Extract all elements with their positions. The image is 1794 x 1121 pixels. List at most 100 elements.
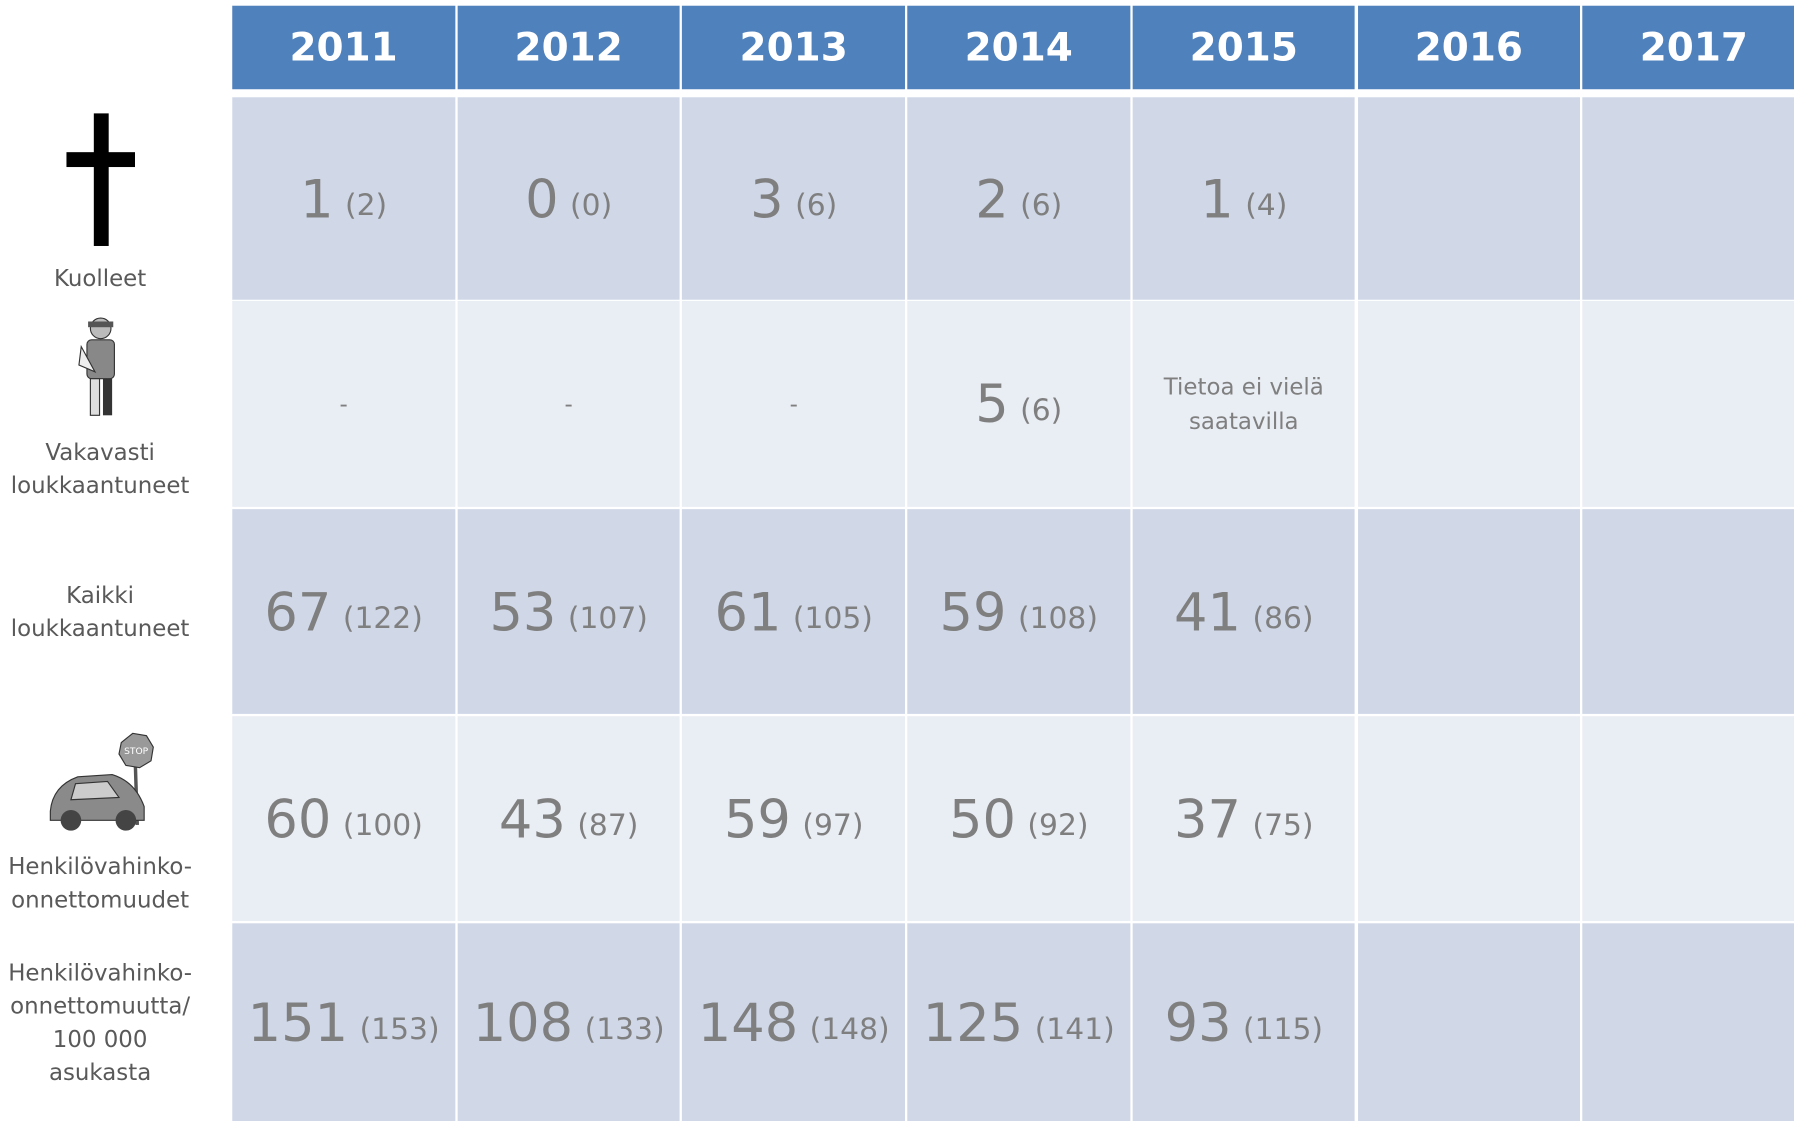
cell-value: 0 — [525, 168, 559, 230]
cell-note: (153) — [360, 1012, 440, 1046]
cell: - — [682, 301, 905, 507]
cell: 93(115) — [1132, 923, 1355, 1121]
cell-value: 37 — [1174, 788, 1241, 850]
cell-value: 1 — [1200, 168, 1234, 230]
row-label: Kuolleet — [0, 122, 200, 299]
cell — [1583, 301, 1794, 507]
cell-note: (2) — [345, 188, 387, 222]
cell-value: 50 — [949, 788, 1016, 850]
cell: - — [232, 301, 455, 507]
cell-value: 148 — [698, 991, 798, 1053]
cell-value: 108 — [473, 991, 573, 1053]
cell: 3 (6) — [682, 97, 905, 300]
column-header: 2011 — [232, 6, 455, 90]
cell-note: (4) — [1245, 188, 1287, 222]
cell-value: 53 — [489, 581, 556, 643]
cell: 1 (4) — [1132, 97, 1355, 300]
cell: 148 (148) — [682, 923, 905, 1121]
cell-value: 3 — [750, 168, 784, 230]
cell — [1583, 923, 1794, 1121]
cell-text: - — [483, 387, 655, 421]
cell-text: - — [258, 387, 430, 421]
cell-note: (75) — [1252, 808, 1313, 842]
cell-note: (115) — [1243, 1012, 1323, 1046]
cell-value: 5 — [975, 373, 1009, 435]
label-line: Henkilövahinko- — [8, 956, 192, 989]
cell: 151 (153) — [232, 923, 455, 1121]
cell: 37 (75) — [1132, 716, 1355, 921]
label-line: onnettomuutta/ — [10, 989, 190, 1022]
cell-note: (92) — [1027, 808, 1088, 842]
column-header: 2015 — [1132, 6, 1355, 90]
cell-value: 67 — [264, 581, 331, 643]
cell-note: (148) — [810, 1012, 890, 1046]
cell-note: (0) — [570, 188, 612, 222]
label-line: Henkilövahinko- — [8, 850, 192, 883]
cell: 0 (0) — [457, 97, 680, 300]
cell: 1 (2) — [232, 97, 455, 300]
cell — [1583, 716, 1794, 921]
cell-note: (141) — [1035, 1012, 1115, 1046]
cell-value: 1 — [300, 168, 334, 230]
cell — [1357, 509, 1580, 714]
column-header: 2013 — [682, 6, 905, 90]
cell: 59(108) — [907, 509, 1130, 714]
cell: 5 (6) — [907, 301, 1130, 507]
page: 2011201220132014201520162017Kuolleet1(2)… — [0, 0, 1794, 1121]
cell: 125 (141) — [907, 923, 1130, 1121]
label-line: Kuolleet — [54, 262, 146, 295]
column-header: 2014 — [907, 6, 1130, 90]
row-icon: STOP — [43, 731, 157, 843]
cell-note: (107) — [568, 601, 648, 635]
cell-text: Tietoa ei vielä saatavilla — [1158, 370, 1330, 439]
cell-value: 2 — [975, 168, 1009, 230]
cell-note: (105) — [793, 601, 873, 635]
cell: 67 (122) — [232, 509, 455, 714]
cell-note: (6) — [795, 188, 837, 222]
cell: 2 (6) — [907, 97, 1130, 300]
cell — [1357, 716, 1580, 921]
cell-text: - — [708, 387, 880, 421]
cell-value: 61 — [714, 581, 781, 643]
cell — [1357, 301, 1580, 507]
cell: 108 (133) — [457, 923, 680, 1121]
cell-value: 60 — [264, 788, 331, 850]
cell: - — [457, 301, 680, 507]
svg-text:STOP: STOP — [124, 747, 149, 757]
cell-note: (97) — [802, 808, 863, 842]
cell-value: 125 — [923, 991, 1023, 1053]
cell-value: 59 — [940, 581, 1007, 643]
cell-note: (122) — [343, 601, 423, 635]
cell: 50 (92) — [907, 716, 1130, 921]
row-label: Henkilövahinko-onnettomuutta/100 000 asu… — [0, 923, 200, 1121]
table: 2011201220132014201520162017Kuolleet1(2)… — [0, 0, 1794, 1121]
cell-note: (133) — [585, 1012, 665, 1046]
label-line: 100 000 asukasta — [0, 1022, 200, 1088]
cell: Tietoa ei vielä saatavilla — [1132, 301, 1355, 507]
cell — [1583, 509, 1794, 714]
cell: 59 (97) — [682, 716, 905, 921]
cell-value: 59 — [724, 788, 791, 850]
cell — [1583, 97, 1794, 300]
label-line: Kaikki — [66, 578, 134, 611]
cell — [1357, 923, 1580, 1121]
label-line: loukkaantuneet — [11, 612, 190, 645]
cell — [1357, 97, 1580, 300]
cell-value: 43 — [499, 788, 566, 850]
row-icon — [66, 113, 135, 255]
cell: 41(86) — [1132, 509, 1355, 714]
label-line: Vakavasti — [45, 436, 155, 469]
cell-note: (6) — [1020, 394, 1062, 428]
column-header: 2017 — [1583, 6, 1794, 90]
cell-note: (87) — [577, 808, 638, 842]
column-header: 2012 — [457, 6, 680, 90]
cell-value: 151 — [248, 991, 348, 1053]
cell: 61 (105) — [682, 509, 905, 714]
cell-note: (86) — [1252, 601, 1313, 635]
row-icon — [72, 315, 129, 429]
cell-note: (6) — [1020, 188, 1062, 222]
cell-note: (100) — [343, 808, 423, 842]
